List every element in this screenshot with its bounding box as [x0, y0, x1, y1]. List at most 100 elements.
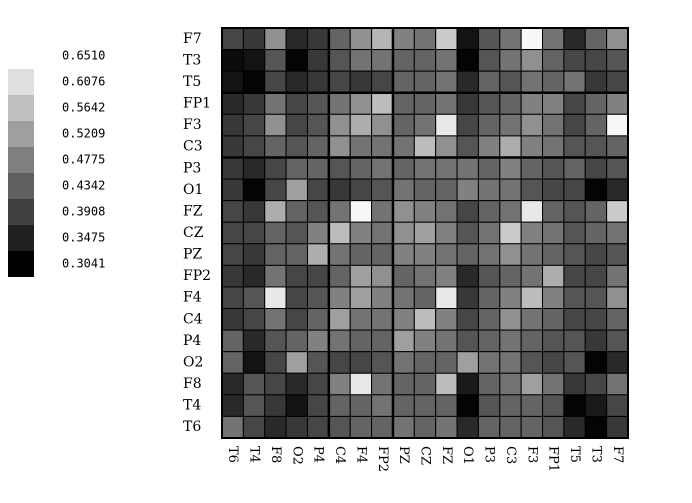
heatmap-cell: [435, 70, 458, 94]
heatmap-cell: [477, 200, 501, 223]
heatmap-cell: [520, 156, 544, 180]
heatmap-cell: [306, 329, 330, 353]
heatmap-cell: [413, 49, 437, 72]
heatmap-cell: [242, 264, 266, 288]
heatmap-cell: [264, 156, 287, 180]
row-label: FP2: [183, 268, 211, 284]
heatmap-cell: [413, 178, 437, 202]
heatmap-cell: [606, 70, 629, 94]
heatmap-cell: [499, 394, 522, 417]
heatmap-cell: [542, 351, 565, 374]
heatmap-cell: [435, 135, 458, 158]
heatmap-cell: [392, 178, 415, 202]
heatmap-cell: [542, 308, 565, 331]
heatmap-cell: [456, 135, 479, 158]
heatmap-cell: [542, 286, 565, 310]
column-label: PZ: [396, 446, 411, 464]
heatmap-cell: [285, 178, 308, 202]
column-label: F4: [353, 446, 368, 463]
heatmap-cell: [520, 372, 544, 396]
heatmap-cell: [306, 200, 330, 223]
heatmap-cell: [477, 329, 501, 353]
heatmap-cell: [563, 221, 586, 245]
column-label: T6: [225, 446, 240, 463]
row-label: P4: [183, 333, 201, 349]
heatmap-cell: [221, 113, 244, 137]
colorbar-swatch: [8, 173, 34, 199]
heatmap-cell: [563, 156, 586, 180]
heatmap-cell: [371, 92, 394, 115]
heatmap-cell: [242, 49, 266, 72]
column-label: F7: [610, 446, 625, 463]
heatmap-cell: [371, 27, 394, 51]
heatmap-cell: [499, 113, 522, 137]
heatmap-cell: [606, 329, 629, 353]
row-label: FZ: [183, 203, 203, 219]
heatmap-cell: [413, 92, 437, 115]
heatmap-cell: [242, 92, 266, 115]
heatmap-cell: [477, 49, 501, 72]
heatmap-cell: [392, 329, 415, 353]
heatmap-cell: [371, 49, 394, 72]
heatmap-cell: [563, 200, 586, 223]
heatmap-cell: [606, 156, 629, 180]
heatmap-cell: [306, 286, 330, 310]
row-label: C3: [183, 139, 203, 155]
column-label: P4: [311, 446, 326, 463]
heatmap-cell: [349, 286, 373, 310]
colorbar-tick-label: 0.6510: [62, 49, 105, 63]
heatmap-cell: [221, 27, 244, 51]
heatmap-cell: [242, 351, 266, 374]
heatmap-cell: [306, 49, 330, 72]
heatmap-cell: [264, 49, 287, 72]
heatmap-cell: [542, 415, 565, 439]
heatmap-cell: [392, 243, 415, 266]
heatmap-cell: [606, 221, 629, 245]
heatmap-cell: [499, 308, 522, 331]
heatmap-cell: [242, 27, 266, 51]
heatmap-cell: [456, 329, 479, 353]
heatmap-cell: [584, 178, 608, 202]
heatmap-cell: [306, 308, 330, 331]
heatmap-cell: [285, 264, 308, 288]
row-label: P3: [183, 160, 201, 176]
heatmap-cell: [349, 308, 373, 331]
heatmap-cell: [242, 308, 266, 331]
heatmap-cell: [542, 178, 565, 202]
heatmap-cell: [285, 329, 308, 353]
colorbar-swatch: [8, 199, 34, 225]
heatmap-cell: [435, 264, 458, 288]
heatmap-cell: [242, 394, 266, 417]
heatmap-cell: [371, 156, 394, 180]
heatmap-cell: [542, 264, 565, 288]
heatmap-cell: [584, 49, 608, 72]
heatmap-cell: [349, 200, 373, 223]
heatmap-cell: [456, 70, 479, 94]
heatmap-cell: [542, 113, 565, 137]
heatmap-cell: [221, 156, 244, 180]
heatmap-cell: [306, 372, 330, 396]
heatmap-cell: [542, 27, 565, 51]
heatmap-cell: [413, 286, 437, 310]
heatmap-cell: [264, 372, 287, 396]
row-label: T6: [183, 419, 201, 435]
heatmap-cell: [413, 243, 437, 266]
heatmap-cell: [584, 113, 608, 137]
heatmap-cell: [413, 308, 437, 331]
heatmap-cell: [221, 135, 244, 158]
heatmap-cell: [584, 92, 608, 115]
column-label: FP2: [375, 446, 390, 472]
heatmap-cell: [499, 264, 522, 288]
heatmap-cell: [606, 243, 629, 266]
heatmap-cell: [242, 286, 266, 310]
heatmap-cell: [542, 70, 565, 94]
heatmap-cell: [392, 351, 415, 374]
heatmap-cell: [306, 264, 330, 288]
heatmap-cell: [584, 394, 608, 417]
heatmap-cell: [542, 221, 565, 245]
heatmap-cell: [221, 308, 244, 331]
heatmap-cell: [285, 243, 308, 266]
colorbar-tick-label: 0.5209: [62, 127, 105, 141]
heatmap-cell: [413, 329, 437, 353]
row-label: C4: [183, 311, 203, 327]
